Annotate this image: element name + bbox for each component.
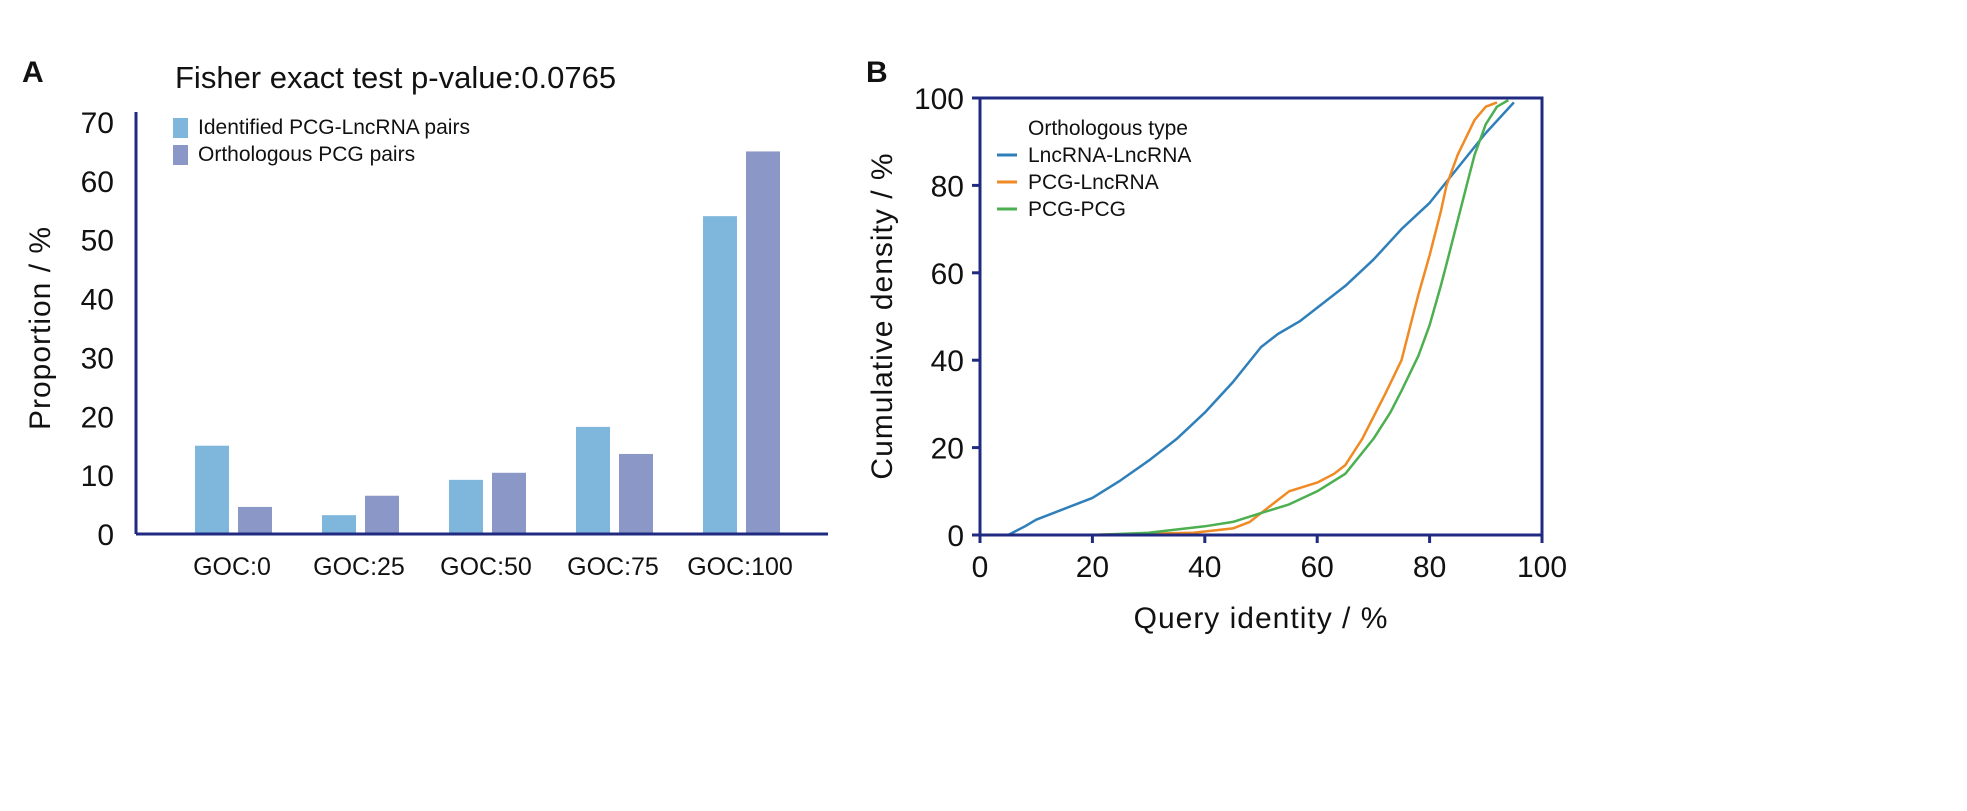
x-tick-label: 40: [1188, 551, 1221, 584]
y-tick-label: 80: [931, 170, 964, 203]
x-tick-label: GOC:0: [193, 553, 271, 581]
y-tick-label: 10: [81, 460, 114, 493]
bar-GOC:50-identified: [449, 479, 483, 534]
y-tick-label: 60: [81, 166, 114, 199]
plot-frame: [978, 96, 1544, 537]
y-tick-label: 30: [81, 342, 114, 375]
y-tick-label: 0: [97, 519, 114, 552]
bar-GOC:100-identified: [703, 216, 737, 534]
x-tick-label: GOC:100: [687, 553, 793, 581]
x-tick-label: 0: [972, 551, 989, 584]
bar-GOC:75-orthologous: [619, 453, 653, 534]
y-tick-label: 60: [931, 258, 964, 291]
y-tick-label: 0: [947, 520, 964, 553]
y-axis-label: Proportion / %: [24, 226, 57, 430]
legend-label: LncRNA-LncRNA: [1028, 144, 1191, 167]
legend-label: Orthologous PCG pairs: [198, 143, 415, 166]
legend-label: Identified PCG-LncRNA pairs: [198, 116, 470, 139]
legend-swatch: [173, 145, 188, 165]
y-tick-label: 50: [81, 225, 114, 258]
x-tick-label: 80: [1413, 551, 1446, 584]
x-tick-label: 60: [1301, 551, 1334, 584]
y-tick-label: 20: [931, 433, 964, 466]
y-tick-label: 40: [931, 345, 964, 378]
legend-label: PCG-LncRNA: [1028, 171, 1159, 194]
y-axis-label: Cumulative density / %: [866, 152, 899, 479]
legend-swatch: [173, 118, 188, 138]
x-tick-label: GOC:50: [440, 553, 532, 581]
y-tick-label: 100: [914, 83, 964, 116]
bar-GOC:50-orthologous: [492, 472, 526, 534]
x-tick-label: 20: [1076, 551, 1109, 584]
y-tick-label: 40: [81, 284, 114, 317]
series-line-LncRNA-LncRNA: [1007, 101, 1515, 537]
x-tick-label: 100: [1517, 551, 1567, 584]
chart-title: Fisher exact test p-value:0.0765: [175, 60, 616, 95]
series-line-PCG-LncRNA: [1081, 101, 1498, 537]
legend-title: Orthologous type: [1028, 117, 1188, 140]
legend-label: PCG-PCG: [1028, 198, 1126, 221]
bar-GOC:100-orthologous: [746, 151, 780, 534]
bar-GOC:25-identified: [322, 515, 356, 534]
panel-b-line-chart: B Cumulative density / % Query identity …: [866, 56, 1567, 635]
panel-label-a: A: [22, 56, 44, 89]
x-axis-label: Query identity / %: [1134, 602, 1389, 635]
x-tick-label: GOC:75: [567, 553, 659, 581]
series-line-PCG-PCG: [1092, 99, 1509, 537]
x-tick-label: GOC:25: [313, 553, 405, 581]
bar-GOC:25-orthologous: [365, 495, 399, 534]
bar-GOC:75-identified: [576, 426, 610, 534]
bar-GOC:0-orthologous: [238, 506, 272, 534]
panel-label-b: B: [866, 56, 888, 89]
panel-a-bar-chart: A Fisher exact test p-value:0.0765 Propo…: [22, 56, 828, 581]
bar-GOC:0-identified: [195, 445, 229, 534]
y-tick-label: 70: [81, 107, 114, 140]
y-tick-label: 20: [81, 401, 114, 434]
